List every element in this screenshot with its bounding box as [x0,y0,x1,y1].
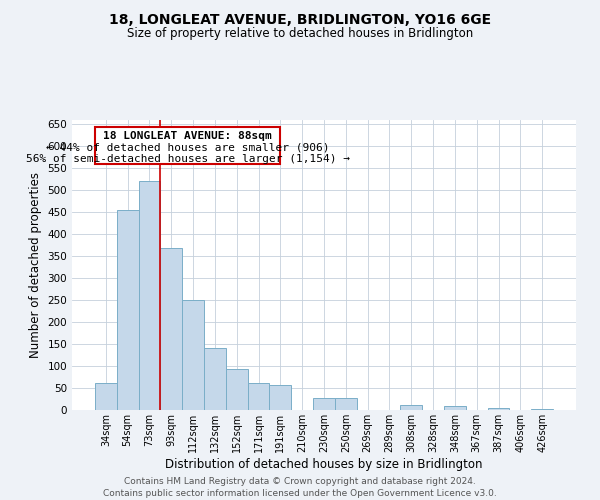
Bar [117,210,139,410]
Bar [313,398,335,410]
Bar [531,408,553,410]
Text: 56% of semi-detached houses are larger (1,154) →: 56% of semi-detached houses are larger (… [26,154,350,164]
Bar [160,248,182,410]
Text: 18 LONGLEAT AVENUE: 88sqm: 18 LONGLEAT AVENUE: 88sqm [103,131,272,141]
Y-axis label: Number of detached properties: Number of detached properties [29,172,42,358]
Bar [335,398,357,410]
Text: 18, LONGLEAT AVENUE, BRIDLINGTON, YO16 6GE: 18, LONGLEAT AVENUE, BRIDLINGTON, YO16 6… [109,12,491,26]
Bar [95,383,117,410]
Bar [444,406,466,410]
Text: Contains HM Land Registry data © Crown copyright and database right 2024.: Contains HM Land Registry data © Crown c… [124,478,476,486]
Bar [226,369,248,410]
Bar [269,385,291,410]
Bar [204,348,226,410]
Bar [248,383,269,410]
Text: ← 44% of detached houses are smaller (906): ← 44% of detached houses are smaller (90… [46,142,329,152]
Text: Contains public sector information licensed under the Open Government Licence v3: Contains public sector information licen… [103,489,497,498]
Bar [488,408,509,410]
Bar [139,181,160,410]
FancyBboxPatch shape [95,126,280,164]
Text: Size of property relative to detached houses in Bridlington: Size of property relative to detached ho… [127,28,473,40]
Bar [400,404,422,410]
Bar [182,300,204,410]
X-axis label: Distribution of detached houses by size in Bridlington: Distribution of detached houses by size … [165,458,483,470]
